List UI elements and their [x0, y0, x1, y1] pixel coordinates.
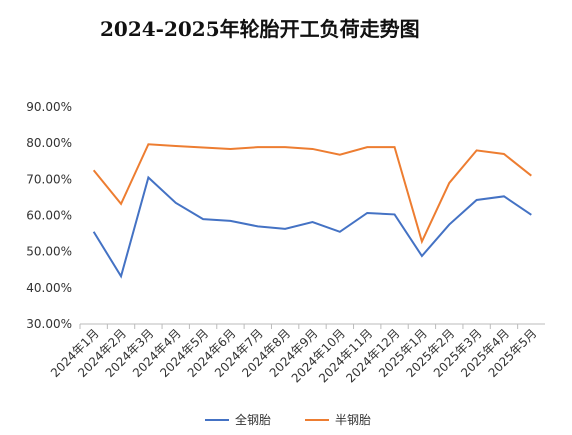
y-tick-label: 60.00% — [26, 209, 72, 223]
legend-label: 全钢胎 — [235, 412, 271, 427]
y-tick-label: 30.00% — [26, 317, 72, 331]
y-tick-label: 50.00% — [26, 245, 72, 259]
y-tick-label: 70.00% — [26, 172, 72, 186]
y-tick-label: 40.00% — [26, 281, 72, 295]
chart-title: 2024-2025年轮胎开工负荷走势图 — [100, 17, 420, 41]
y-tick-label: 80.00% — [26, 136, 72, 150]
series-line — [92, 143, 532, 245]
series-line — [92, 175, 532, 279]
y-tick-label: 90.00% — [26, 100, 72, 114]
legend-label: 半钢胎 — [335, 413, 371, 427]
